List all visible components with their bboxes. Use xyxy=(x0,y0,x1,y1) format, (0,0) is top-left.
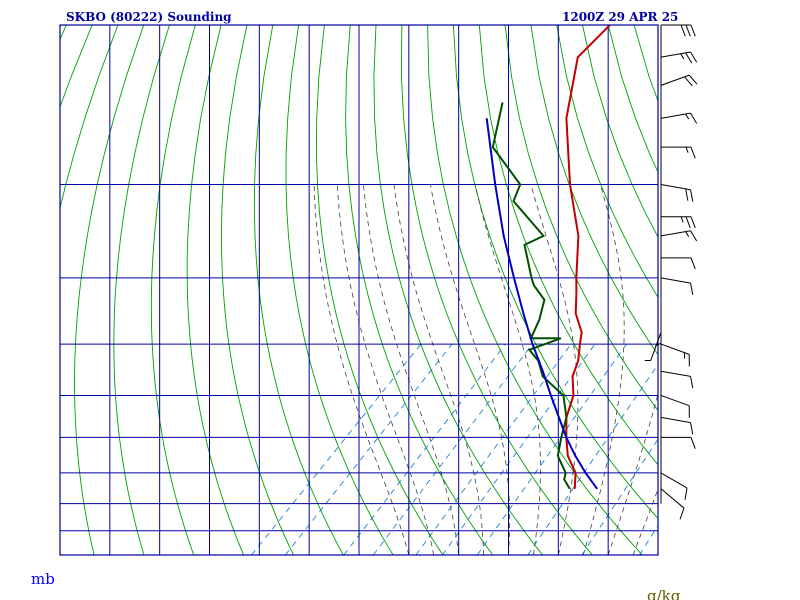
wind-barb-flag xyxy=(690,189,694,202)
wind-barb-flag xyxy=(690,376,694,389)
wind-barb xyxy=(660,416,691,424)
dry-adiabat xyxy=(504,25,658,412)
wind-barb-flag xyxy=(688,74,698,85)
dry-adiabat xyxy=(60,25,67,41)
mixing-ratio-line xyxy=(284,343,453,555)
dry-adiabat xyxy=(220,25,295,555)
moist-adiabat xyxy=(474,184,541,555)
temperature-profile xyxy=(565,25,611,489)
dry-adiabat xyxy=(686,25,800,566)
pressure-unit-label: mb xyxy=(31,570,55,588)
wind-barb-flag xyxy=(680,53,685,60)
moist-adiabat xyxy=(530,184,579,555)
wind-barb-flag xyxy=(684,487,688,500)
wind-barb-flag xyxy=(690,257,696,270)
dry-adiabat xyxy=(400,25,594,555)
wind-barbs xyxy=(644,24,698,520)
wind-barb-flag xyxy=(690,24,696,37)
wind-barb-flag xyxy=(685,146,689,153)
wind-barb xyxy=(660,343,690,355)
wind-barb-flag xyxy=(690,112,698,124)
mixing-ratio-line xyxy=(639,524,658,555)
moist-adiabat xyxy=(657,553,658,555)
dry-adiabat xyxy=(712,25,800,566)
wind-barb-flag xyxy=(690,437,696,449)
dry-adiabat xyxy=(530,25,658,356)
dry-adiabat xyxy=(478,25,658,466)
wind-barb-flag xyxy=(690,51,698,63)
mixing-ratio-line xyxy=(581,438,658,555)
dewpoint-profile xyxy=(491,102,571,490)
dry-adiabat xyxy=(150,25,196,555)
dry-adiabat xyxy=(113,25,170,555)
wind-barb-flag xyxy=(680,216,684,223)
dry-adiabat xyxy=(607,25,658,174)
moist-adiabat xyxy=(336,184,435,555)
wind-barb-flag xyxy=(690,282,694,295)
dry-adiabat xyxy=(345,25,494,555)
wind-barb-flag xyxy=(684,76,693,87)
wind-barb xyxy=(660,277,691,284)
mixing-ratio-line xyxy=(415,343,572,555)
dry-adiabat xyxy=(556,25,658,299)
dry-adiabat xyxy=(253,25,344,555)
wind-barb xyxy=(650,332,662,361)
dry-adiabat xyxy=(763,25,800,566)
plot-frame xyxy=(59,24,659,556)
moist-adiabat xyxy=(363,184,460,555)
dry-adiabat xyxy=(60,25,93,109)
mixing-ratio-line xyxy=(527,363,658,555)
wind-barb-flag xyxy=(679,507,685,520)
dry-adiabat xyxy=(633,25,658,103)
dry-adiabat xyxy=(737,25,800,566)
mixing-ratio-line xyxy=(372,343,533,555)
wind-barb-flag xyxy=(685,24,691,37)
wind-barb-flag xyxy=(690,216,696,229)
wind-barb-flag xyxy=(685,52,693,64)
mixing-ratio-unit-label: g/kg xyxy=(647,587,681,600)
grid-layer xyxy=(60,25,800,566)
wind-barb-flag xyxy=(685,216,691,229)
sounding-time: 1200Z 29 APR 25 xyxy=(562,10,678,24)
parcel-profile xyxy=(485,118,598,490)
wind-barb xyxy=(660,488,685,509)
moist-adiabat xyxy=(607,392,658,555)
mixing-ratio-line xyxy=(251,343,422,555)
wind-barb-flag xyxy=(685,188,689,201)
moist-adiabat xyxy=(430,184,511,555)
wind-barb-flag xyxy=(690,230,698,242)
moist-adiabat xyxy=(632,488,658,555)
dry-adiabat xyxy=(315,25,444,555)
wind-barb-flag xyxy=(685,231,690,237)
wind-barb xyxy=(660,472,688,489)
mixing-ratio-line xyxy=(343,343,506,555)
station-title: SKBO (80222) Sounding xyxy=(66,10,232,24)
moist-adiabat xyxy=(313,184,410,555)
dry-adiabat xyxy=(285,25,394,555)
wind-barb xyxy=(660,394,690,407)
profile-layer xyxy=(485,25,611,490)
wind-barb-flag xyxy=(690,422,694,435)
wind-barb-flag xyxy=(685,113,690,120)
dry-adiabat xyxy=(186,25,245,555)
dry-adiabat xyxy=(789,25,800,566)
dry-adiabat xyxy=(452,25,658,520)
dry-adiabat xyxy=(60,25,119,210)
wind-barb-flag xyxy=(680,24,686,37)
dry-adiabat xyxy=(74,25,145,555)
wind-barb-flag xyxy=(690,146,696,159)
label-layer: SKBO (80222) Sounding 1200Z 29 APR 25 mb… xyxy=(31,10,681,600)
mixing-ratio-line xyxy=(476,343,627,555)
dry-adiabat xyxy=(582,25,658,238)
dry-adiabat xyxy=(660,25,800,566)
wind-barb xyxy=(660,370,691,377)
